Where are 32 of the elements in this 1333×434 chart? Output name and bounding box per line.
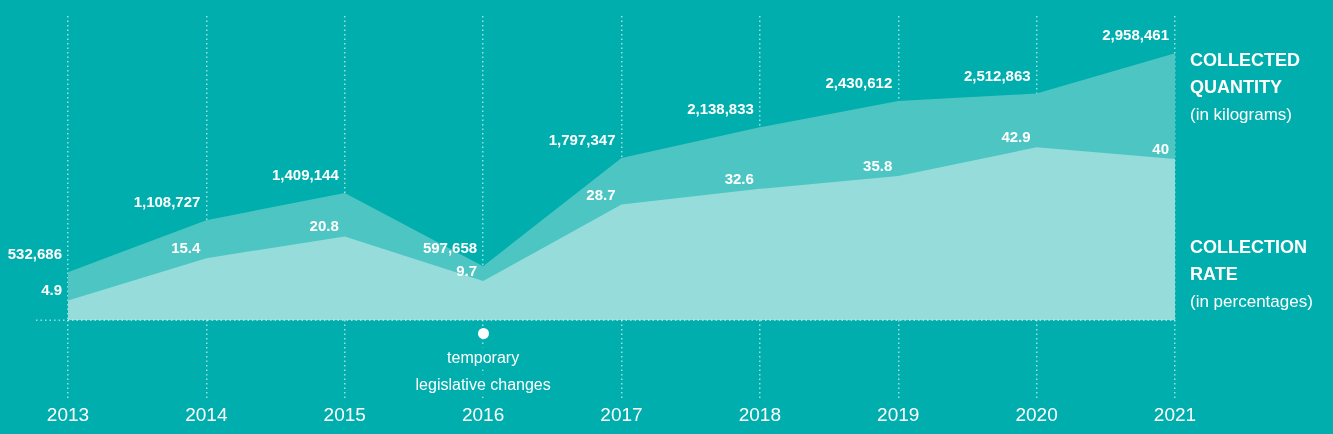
data-label: 2,138,833: [687, 100, 754, 118]
data-label: 35.8: [863, 156, 893, 174]
data-label: 2,430,612: [825, 73, 893, 91]
data-label: 32.6: [724, 169, 754, 187]
annotation: temporary legislative changes: [415, 348, 551, 393]
x-tick-label: 2015: [323, 403, 366, 425]
data-label: 28.7: [586, 185, 616, 203]
y-axis-title: (in kilograms): [1190, 104, 1294, 127]
data-label: 20.8: [309, 217, 339, 235]
data-label: 2,958,461: [1102, 26, 1169, 44]
data-label: 15.4: [171, 239, 202, 257]
data-label: 2,512,863: [963, 66, 1031, 84]
x-tick-label: 2019: [877, 403, 920, 425]
x-tick-label: 2013: [46, 403, 90, 425]
x-tick-label: 2016: [461, 403, 505, 425]
data-label: 597,658: [422, 239, 478, 257]
data-label: 532,686: [7, 245, 62, 263]
x-tick-label: 2017: [600, 403, 643, 425]
data-label: 4.9: [41, 281, 62, 299]
data-label: 42.9: [1001, 128, 1031, 146]
x-tick-label: 2014: [185, 403, 228, 425]
data-label: 9.7: [456, 262, 478, 280]
y2-axis-title: (in percentages): [1190, 290, 1314, 313]
x-tick-label: 2021: [1153, 403, 1197, 425]
x-tick-label: 2018: [738, 403, 782, 425]
data-label: 1,108,727: [133, 193, 201, 211]
data-label: 1,409,144: [272, 166, 340, 184]
data-label: 40: [1152, 140, 1169, 158]
data-label: 1,797,347: [548, 131, 616, 149]
x-tick-label: 2020: [1015, 403, 1058, 425]
series-label: COLLECTION RATE: [1190, 235, 1308, 286]
series-label: COLLECTED QUANTITY: [1190, 49, 1301, 100]
